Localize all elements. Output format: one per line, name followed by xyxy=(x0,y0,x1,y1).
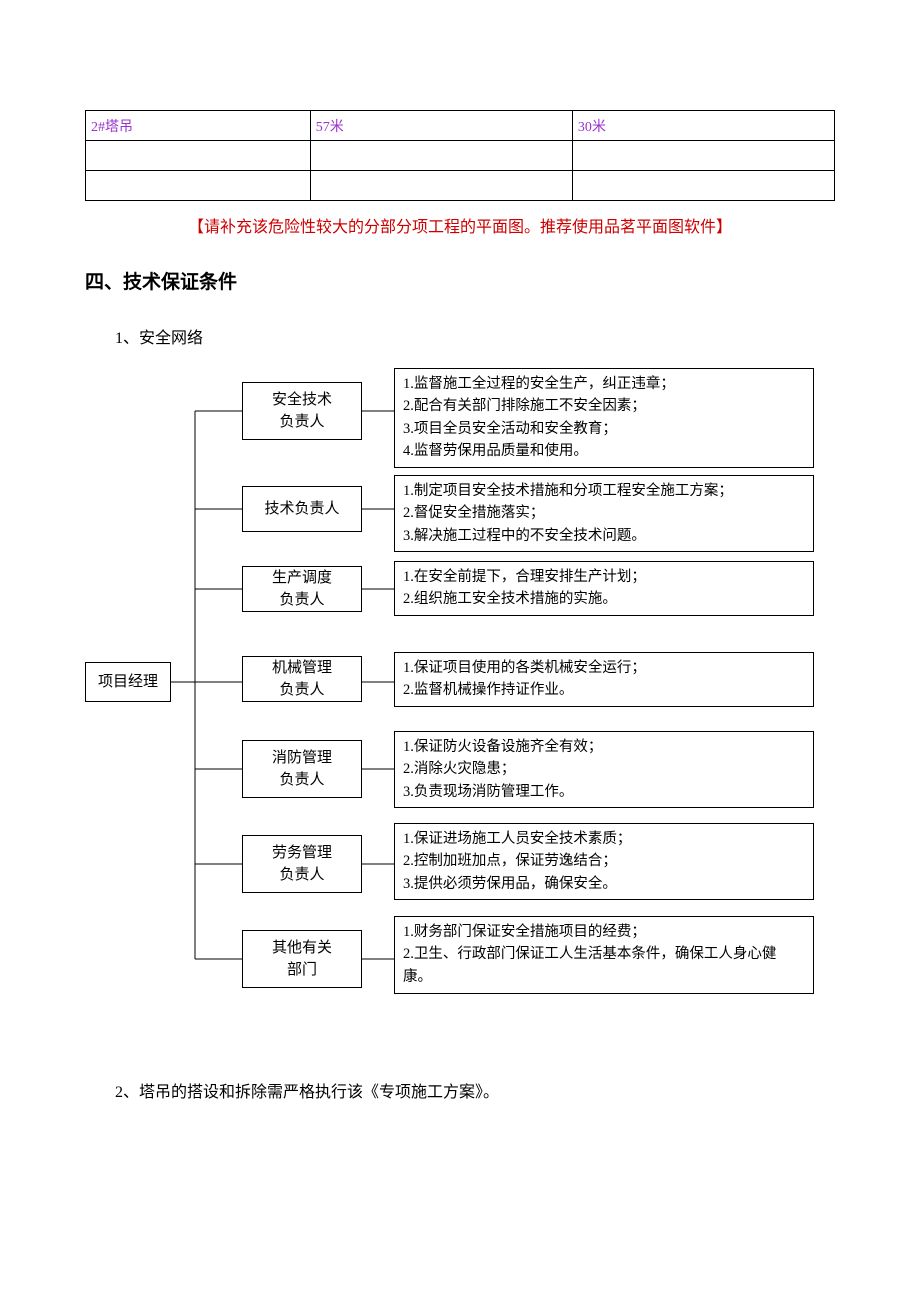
cell-empty xyxy=(86,171,311,201)
tree-role-other_dept: 其他有关 部门 xyxy=(242,930,362,988)
table-row xyxy=(86,171,835,201)
item-2-label: 2、塔吊的搭设和拆除需严格执行该《专项施工方案》。 xyxy=(115,1078,835,1102)
tree-duties-tech: 1.制定项目安全技术措施和分项工程安全施工方案；2.督促安全措施落实；3.解决施… xyxy=(394,475,814,552)
cell-empty xyxy=(310,171,572,201)
tree-duties-other_dept: 1.财务部门保证安全措施项目的经费；2.卫生、行政部门保证工人生活基本条件，确保… xyxy=(394,916,814,994)
tree-role-prod_sched: 生产调度 负责人 xyxy=(242,566,362,612)
crane-table: 2#塔吊 57米 30米 xyxy=(85,110,835,201)
tree-duties-fire_mgmt: 1.保证防火设备设施齐全有效；2.消除火灾隐患；3.负责现场消防管理工作。 xyxy=(394,731,814,808)
cell-empty xyxy=(310,141,572,171)
section-4-heading: 四、技术保证条件 xyxy=(85,267,835,294)
safety-network-tree: 项目经理 安全技术 负责人 1.监督施工全过程的安全生产，纠正违章；2.配合有关部门… xyxy=(85,368,835,1068)
table-row: 2#塔吊 57米 30米 xyxy=(86,111,835,141)
tree-role-fire_mgmt: 消防管理 负责人 xyxy=(242,740,362,798)
cell-value-2: 30米 xyxy=(572,111,834,141)
table-row xyxy=(86,141,835,171)
tree-duties-prod_sched: 1.在安全前提下，合理安排生产计划；2.组织施工安全技术措施的实施。 xyxy=(394,561,814,616)
cell-empty xyxy=(572,171,834,201)
tree-role-labor_mgmt: 劳务管理 负责人 xyxy=(242,835,362,893)
cell-value-1: 57米 xyxy=(310,111,572,141)
tree-role-tech: 技术负责人 xyxy=(242,486,362,532)
tree-role-safety_tech: 安全技术 负责人 xyxy=(242,382,362,440)
tree-duties-labor_mgmt: 1.保证进场施工人员安全技术素质；2.控制加班加点，保证劳逸结合；3.提供必须劳… xyxy=(394,823,814,900)
tree-duties-mach_mgmt: 1.保证项目使用的各类机械安全运行；2.监督机械操作持证作业。 xyxy=(394,652,814,707)
cell-crane-name: 2#塔吊 xyxy=(86,111,311,141)
tree-role-mach_mgmt: 机械管理 负责人 xyxy=(242,656,362,702)
cell-empty xyxy=(86,141,311,171)
tree-root: 项目经理 xyxy=(85,662,171,702)
red-warning-note: 【请补充该危险性较大的分部分项工程的平面图。推荐使用品茗平面图软件】 xyxy=(85,213,835,237)
tree-duties-safety_tech: 1.监督施工全过程的安全生产，纠正违章；2.配合有关部门排除施工不安全因素；3.… xyxy=(394,368,814,468)
cell-empty xyxy=(572,141,834,171)
item-1-label: 1、安全网络 xyxy=(115,324,835,348)
